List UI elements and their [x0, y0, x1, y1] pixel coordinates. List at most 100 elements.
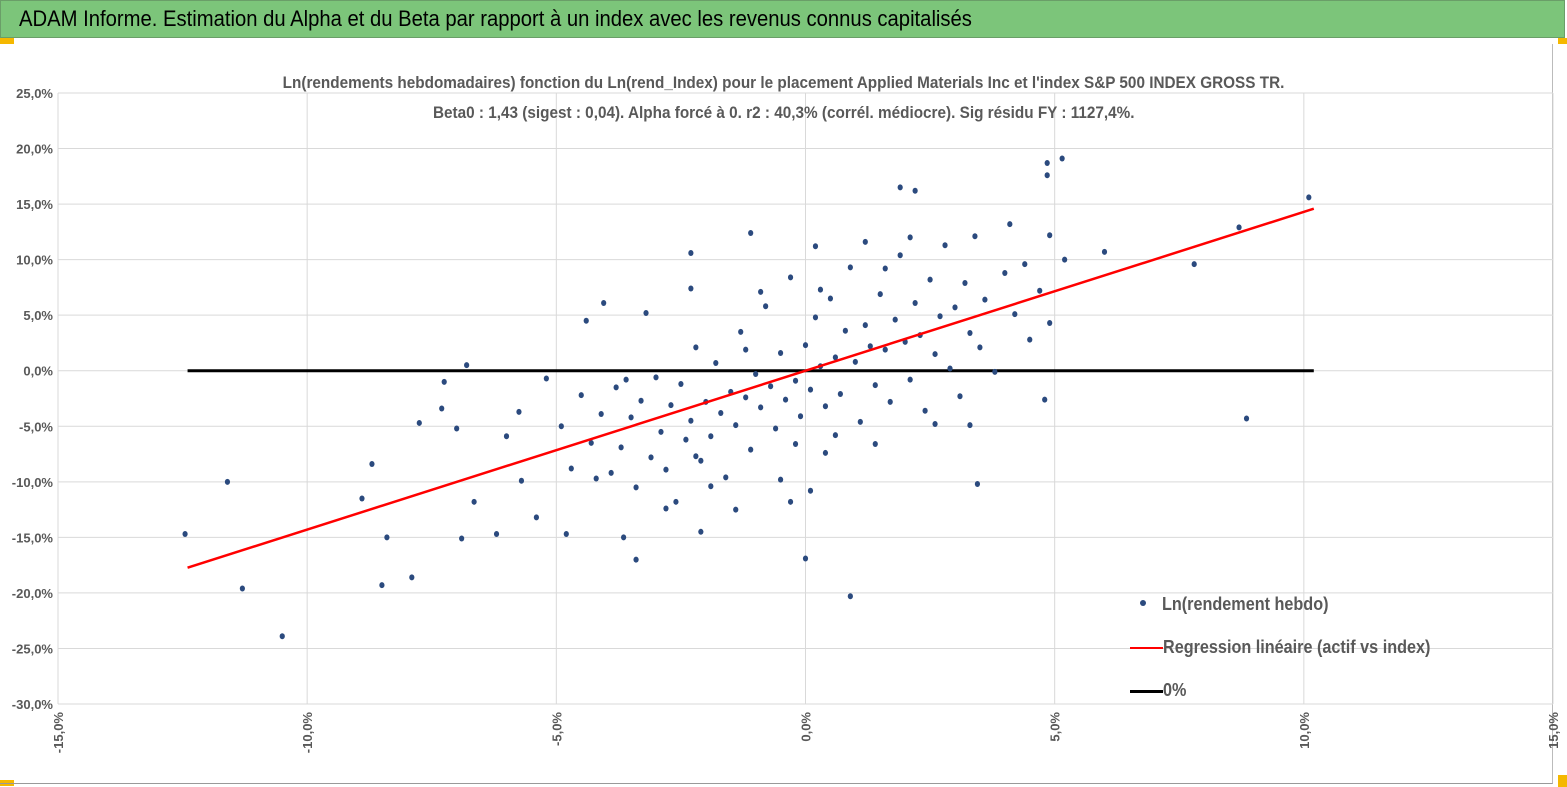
data-point — [658, 428, 664, 435]
data-point — [1101, 248, 1108, 255]
legend-item-regression: Regression linéaire (actif vs index) — [1130, 637, 1460, 658]
report-title-bar: ADAM Informe. Estimation du Alpha et du … — [0, 0, 1565, 38]
data-point — [379, 582, 385, 589]
data-point — [907, 234, 913, 241]
data-point — [967, 422, 973, 429]
data-point — [583, 317, 589, 324]
data-point — [503, 433, 510, 440]
data-point — [743, 346, 749, 353]
data-point — [797, 413, 804, 420]
data-point — [777, 349, 784, 356]
data-point — [613, 384, 619, 391]
data-point — [733, 506, 739, 513]
data-point — [723, 474, 729, 481]
data-point — [718, 409, 724, 416]
data-point — [618, 444, 624, 451]
y-tick-label: 25,0% — [16, 86, 53, 101]
data-point — [857, 418, 863, 425]
data-point — [812, 314, 819, 321]
y-tick-label: 0,0% — [23, 364, 53, 379]
data-point — [1022, 261, 1028, 268]
data-point — [872, 382, 878, 389]
data-point — [887, 398, 893, 405]
data-point — [1027, 336, 1033, 343]
data-point — [558, 423, 564, 430]
data-point — [832, 432, 839, 439]
data-point — [668, 402, 674, 409]
data-point — [409, 574, 415, 581]
data-point — [623, 376, 629, 383]
data-point — [416, 419, 422, 426]
x-tick-label: 15,0% — [1546, 712, 1561, 749]
data-point — [952, 304, 958, 311]
data-point — [678, 381, 684, 388]
data-point — [763, 303, 769, 310]
report-title: ADAM Informe. Estimation du Alpha et du … — [19, 6, 972, 31]
data-point — [683, 436, 689, 443]
data-point — [847, 264, 853, 271]
data-point — [753, 371, 759, 378]
data-point — [773, 425, 779, 432]
data-point — [688, 285, 694, 292]
data-point — [693, 453, 699, 460]
data-point — [516, 408, 522, 415]
data-point — [638, 397, 644, 404]
data-point — [543, 375, 549, 382]
data-point — [628, 414, 634, 421]
cell-marker — [1558, 38, 1567, 44]
data-point — [693, 344, 699, 351]
data-point — [787, 274, 794, 281]
legend-dot-icon — [1140, 600, 1146, 607]
data-point — [733, 422, 739, 429]
legend-item-points: Ln(rendement hebdo) — [1130, 594, 1347, 615]
data-point — [1007, 221, 1013, 228]
x-tick-label: 5,0% — [1048, 712, 1063, 742]
data-point — [708, 433, 714, 440]
data-point — [922, 407, 928, 414]
data-point — [653, 374, 659, 381]
data-point — [872, 441, 878, 448]
data-point — [588, 439, 594, 446]
data-point — [782, 396, 789, 403]
data-point — [578, 392, 584, 399]
data-point — [807, 487, 814, 494]
data-point — [663, 505, 669, 512]
data-point — [239, 585, 245, 592]
data-point — [593, 475, 599, 482]
data-point — [633, 556, 639, 563]
regression-line — [187, 207, 1315, 569]
data-point — [792, 441, 799, 448]
data-point — [743, 394, 749, 401]
data-point — [758, 404, 764, 411]
y-tick-label: 20,0% — [16, 142, 53, 157]
data-point — [812, 243, 819, 250]
data-point — [713, 359, 719, 366]
data-point — [957, 393, 963, 400]
data-point — [673, 498, 679, 505]
data-point — [982, 296, 988, 303]
data-point — [867, 343, 873, 350]
data-point — [862, 322, 868, 329]
chart-title: Ln(rendements hebdomadaires) fonction du… — [282, 73, 1285, 92]
data-point — [279, 633, 285, 640]
legend-red-line-icon — [1130, 647, 1163, 650]
data-point — [852, 358, 858, 365]
data-point — [1042, 396, 1048, 403]
data-point — [967, 329, 973, 336]
data-point — [777, 476, 784, 483]
data-point — [464, 362, 470, 369]
data-point — [1044, 172, 1050, 179]
x-tick-label: 10,0% — [1297, 712, 1312, 749]
data-point — [822, 403, 829, 410]
y-tick-label: 5,0% — [23, 308, 53, 323]
x-tick-label: -15,0% — [51, 712, 66, 754]
data-point — [1037, 287, 1043, 294]
data-point — [621, 534, 627, 541]
cell-marker — [1558, 775, 1567, 787]
data-point — [384, 534, 390, 541]
data-point — [441, 378, 447, 385]
data-point — [708, 483, 714, 490]
data-point — [439, 405, 445, 412]
data-point — [1002, 269, 1008, 276]
data-point — [787, 498, 794, 505]
